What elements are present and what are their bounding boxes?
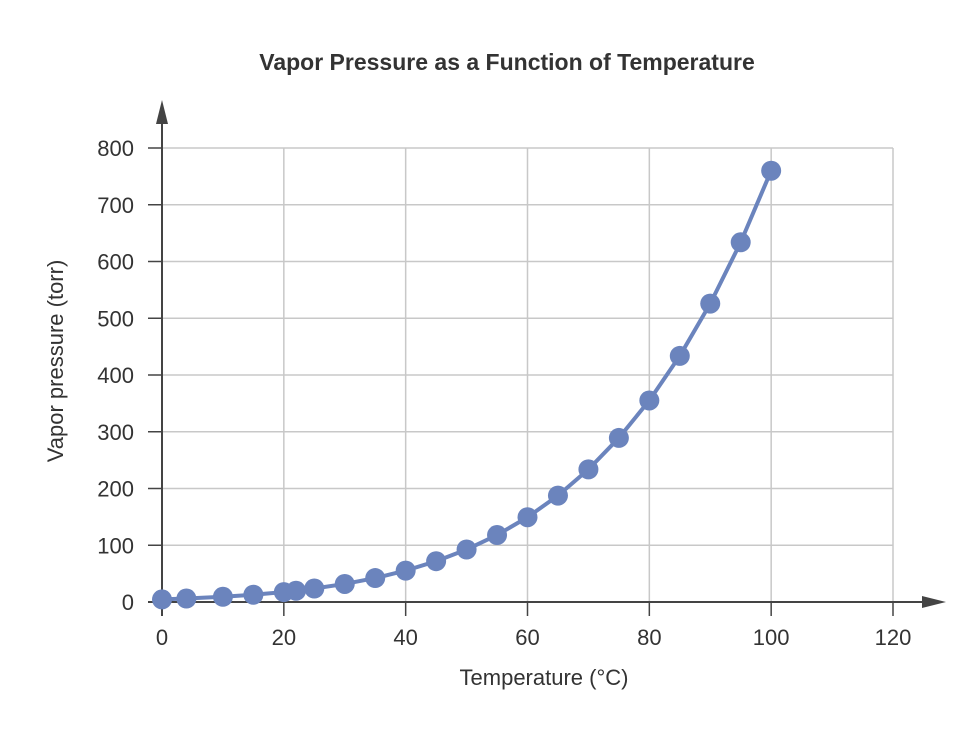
data-point <box>334 573 355 594</box>
series-line <box>161 169 774 602</box>
y-axis-label: Vapor pressure (torr) <box>43 260 68 463</box>
y-tick-label: 400 <box>97 363 134 388</box>
data-point <box>487 525 508 546</box>
series <box>152 160 782 610</box>
data-point <box>517 507 538 528</box>
data-point <box>365 568 386 589</box>
tick-labels: 0 20 40 60 80 100 120 0 100 200 300 400 500 600 700 800 <box>97 136 911 650</box>
data-point <box>304 578 325 599</box>
data-point <box>286 580 307 601</box>
data-point <box>243 584 264 605</box>
data-point <box>761 160 782 181</box>
grid <box>162 147 894 602</box>
data-point <box>152 589 172 610</box>
y-tick-label: 600 <box>97 250 134 275</box>
data-point <box>426 551 447 572</box>
data-point <box>395 560 416 581</box>
y-tick-label: 300 <box>97 420 134 445</box>
x-tick-label: 40 <box>393 625 417 650</box>
data-point <box>608 427 629 448</box>
y-tick-label: 700 <box>97 193 134 218</box>
x-axis-arrow <box>922 596 946 608</box>
y-axis-arrow <box>156 100 168 124</box>
data-point <box>456 539 477 560</box>
y-tick-label: 800 <box>97 136 134 161</box>
x-tick-label: 120 <box>875 625 912 650</box>
x-tick-label: 80 <box>637 625 661 650</box>
data-point <box>700 293 721 314</box>
axes <box>148 100 946 616</box>
y-tick-label: 100 <box>97 533 134 558</box>
data-point <box>669 345 690 366</box>
x-tick-label: 0 <box>156 625 168 650</box>
data-point <box>547 485 568 506</box>
data-point <box>176 588 197 609</box>
x-axis-label: Temperature (°C) <box>460 665 629 690</box>
x-tick-label: 20 <box>272 625 296 650</box>
y-tick-label: 200 <box>97 477 134 502</box>
data-point <box>212 586 233 607</box>
x-tick-label: 100 <box>753 625 790 650</box>
data-point <box>730 232 751 253</box>
data-point <box>578 459 599 480</box>
data-point <box>639 390 660 411</box>
y-tick-label: 500 <box>97 306 134 331</box>
y-tick-label: 0 <box>122 590 134 615</box>
x-tick-label: 60 <box>515 625 539 650</box>
chart-title: Vapor Pressure as a Function of Temperat… <box>259 49 755 75</box>
